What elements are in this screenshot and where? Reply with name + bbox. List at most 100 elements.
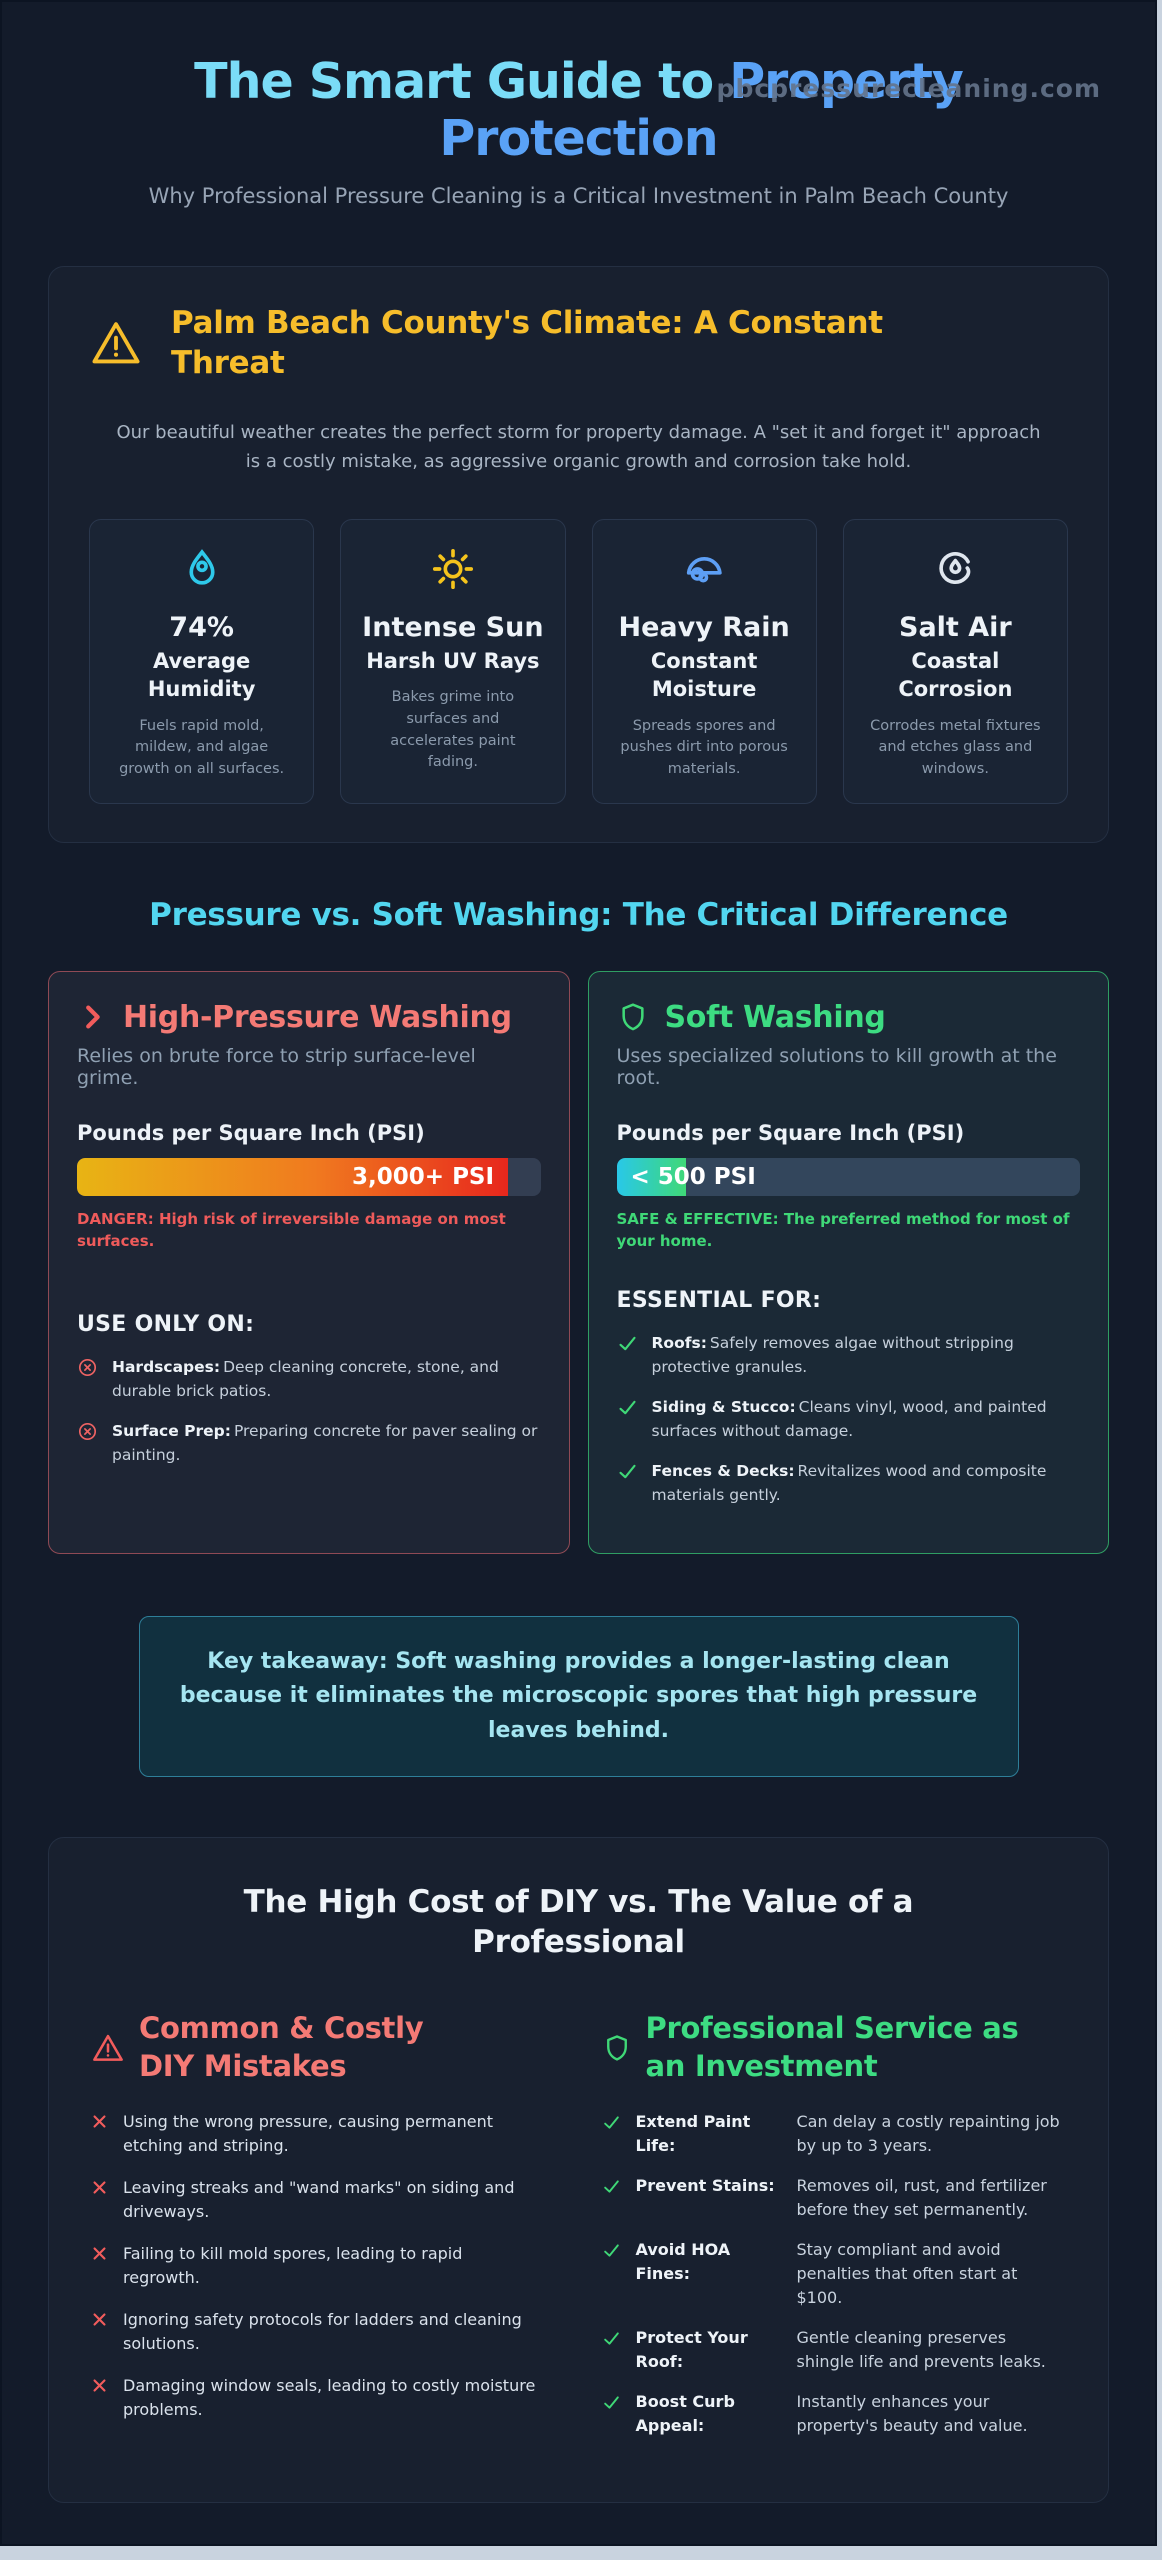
page-title: The Smart Guide to Property Protection <box>79 53 1079 168</box>
stat-subtitle: Constant Moisture <box>650 648 758 702</box>
list-item: Surface Prep: Preparing concrete for pave… <box>77 1419 541 1467</box>
check-icon <box>617 1397 638 1443</box>
psi-value: < 500 PSI <box>630 1163 756 1190</box>
stat-description: Bakes grime into surfaces and accelerate… <box>390 689 516 771</box>
diy-heading: The High Cost of DIY vs. The Value of a … <box>243 1883 914 1960</box>
high-pressure-title: High-Pressure Washing <box>123 999 512 1035</box>
diy-vs-professional-section: The High Cost of DIY vs. The Value of a … <box>48 1836 1109 2503</box>
item-label: Hardscapes: <box>112 1358 221 1377</box>
shield-icon <box>602 2033 632 2063</box>
item-text: Deep cleaning concrete, stone, and durab… <box>112 1358 499 1401</box>
umbrella-rain-icon <box>605 546 804 592</box>
stat-card-salt-air: Salt Air Coastal Corrosion Corrodes meta… <box>842 518 1068 804</box>
benefit-item: Prevent Stains: Removes oil, rust, and f… <box>602 2174 1067 2222</box>
use-only-on-heading: USE ONLY ON: <box>77 1312 255 1338</box>
stat-title: Salt Air <box>899 611 1012 643</box>
check-icon <box>617 1333 638 1379</box>
list-item: Hardscapes: Deep cleaning concrete, stone… <box>77 1355 541 1403</box>
soft-washing-subtitle: Uses specialized solutions to kill growt… <box>616 1044 1057 1089</box>
mistake-text: Damaging window seals, leading to costly… <box>123 2375 536 2419</box>
stat-title: 74% <box>169 611 234 643</box>
safe-note: SAFE & EFFECTIVE: The preferred method f… <box>616 1209 1070 1250</box>
stat-subtitle: Harsh UV Rays <box>366 648 540 673</box>
high-pressure-card: High-Pressure Washing Relies on brute fo… <box>48 970 570 1555</box>
salt-air-icon <box>856 546 1055 592</box>
stat-card-humidity: 74% Average Humidity Fuels rapid mold, m… <box>89 518 315 804</box>
x-icon <box>91 2179 108 2224</box>
site-watermark: pbcpressurecleaning.com <box>716 74 1101 103</box>
list-item: Fences & Decks: Revitalizes wood and comp… <box>617 1459 1081 1507</box>
check-icon <box>602 2177 623 2222</box>
psi-bar-fill <box>77 1157 509 1196</box>
check-icon <box>602 2241 623 2310</box>
professional-benefits-column: Professional Service as an Investment Ex… <box>602 2010 1067 2453</box>
diy-mistakes-column: Common & Costly DIY Mistakes Using the w… <box>91 2010 556 2453</box>
climate-heading: Palm Beach County's Climate: A Constant … <box>171 304 883 381</box>
list-item: Roofs: Safely removes algae without strip… <box>617 1331 1081 1379</box>
item-label: Siding & Stucco: <box>651 1398 796 1417</box>
benefit-label: Avoid HOA Fines: <box>635 2239 731 2283</box>
psi-label: Pounds per Square Inch (PSI) <box>616 1120 965 1145</box>
benefit-text: Instantly enhances your property's beaut… <box>796 2391 1028 2435</box>
stat-title: Intense Sun <box>362 611 544 643</box>
benefit-label: Extend Paint Life: <box>635 2111 751 2155</box>
warning-triangle-icon <box>91 2031 125 2065</box>
diy-mistakes-title: Common & Costly DIY Mistakes <box>139 2011 424 2083</box>
benefit-item: Extend Paint Life: Can delay a costly re… <box>602 2110 1067 2158</box>
x-icon <box>91 2311 108 2356</box>
check-icon <box>602 2113 623 2158</box>
warning-triangle-icon <box>89 316 143 370</box>
high-pressure-subtitle: Relies on brute force to strip surface-l… <box>77 1044 476 1089</box>
page-title-part1: The Smart Guide to <box>194 53 730 110</box>
mistake-text: Ignoring safety protocols for ladders an… <box>123 2309 522 2353</box>
mistake-item: Failing to kill mold spores, leading to … <box>91 2242 543 2290</box>
stat-card-rain: Heavy Rain Constant Moisture Spreads spo… <box>591 518 817 804</box>
comparison-heading: Pressure vs. Soft Washing: The Critical … <box>149 896 1008 933</box>
stat-subtitle: Coastal Corrosion <box>898 648 1013 702</box>
x-icon <box>91 2113 108 2158</box>
page-title-part2: Property Protection <box>439 53 963 167</box>
item-label: Roofs: <box>651 1334 707 1353</box>
psi-bar-high-pressure: 3,000+ PSI <box>77 1157 541 1196</box>
benefit-label: Prevent Stains: <box>635 2175 775 2195</box>
benefit-text: Gentle cleaning preserves shingle life a… <box>796 2327 1046 2371</box>
check-icon <box>602 2393 623 2438</box>
benefit-item: Protect Your Roof: Gentle cleaning prese… <box>602 2326 1067 2374</box>
psi-value: 3,000+ PSI <box>352 1163 495 1190</box>
benefit-text: Removes oil, rust, and fertilizer before… <box>796 2175 1047 2219</box>
mistake-text: Failing to kill mold spores, leading to … <box>123 2243 463 2287</box>
item-label: Fences & Decks: <box>651 1462 795 1481</box>
soft-washing-card: Soft Washing Uses specialized solutions … <box>587 970 1109 1555</box>
psi-label: Pounds per Square Inch (PSI) <box>77 1120 425 1145</box>
mistake-item: Ignoring safety protocols for ladders an… <box>91 2308 543 2356</box>
mistake-item: Damaging window seals, leading to costly… <box>91 2374 543 2422</box>
psi-bar-soft-washing: < 500 PSI <box>616 1157 1080 1196</box>
benefit-text: Stay compliant and avoid penalties that … <box>796 2239 1018 2307</box>
essential-for-heading: ESSENTIAL FOR: <box>616 1288 822 1314</box>
soft-washing-title: Soft Washing <box>664 999 886 1035</box>
stat-card-sun: Intense Sun Harsh UV Rays Bakes grime in… <box>340 518 566 804</box>
key-takeaway-box: Key takeaway: Soft washing provides a lo… <box>138 1616 1019 1777</box>
climate-stat-grid: 74% Average Humidity Fuels rapid mold, m… <box>89 518 1068 804</box>
item-text: Preparing concrete for paver sealing or … <box>112 1422 538 1465</box>
psi-bar-fill <box>616 1157 687 1196</box>
page-subtitle: Why Professional Pressure Cleaning is a … <box>148 183 1009 208</box>
x-circle-icon <box>77 1421 98 1467</box>
item-text: Revitalizes wood and composite materials… <box>651 1462 1047 1505</box>
shield-icon <box>617 1001 649 1033</box>
check-icon <box>617 1461 638 1507</box>
mistake-text: Leaving streaks and "wand marks" on sidi… <box>123 2177 515 2221</box>
check-icon <box>602 2329 623 2374</box>
benefit-item: Avoid HOA Fines: Stay compliant and avoi… <box>602 2238 1067 2310</box>
item-text: Cleans vinyl, wood, and painted surfaces… <box>651 1398 1047 1441</box>
benefit-item: Boost Curb Appeal: Instantly enhances yo… <box>602 2390 1067 2438</box>
benefit-text: Can delay a costly repainting job by up … <box>796 2111 1060 2155</box>
mistake-item: Leaving streaks and "wand marks" on sidi… <box>91 2176 543 2224</box>
stat-subtitle: Average Humidity <box>147 648 256 702</box>
danger-note: DANGER: High risk of irreversible damage… <box>77 1209 506 1250</box>
climate-threat-section: Palm Beach County's Climate: A Constant … <box>48 265 1109 843</box>
item-label: Surface Prep: <box>112 1422 231 1441</box>
benefit-label: Boost Curb Appeal: <box>635 2391 735 2435</box>
benefit-label: Protect Your Roof: <box>635 2327 748 2371</box>
